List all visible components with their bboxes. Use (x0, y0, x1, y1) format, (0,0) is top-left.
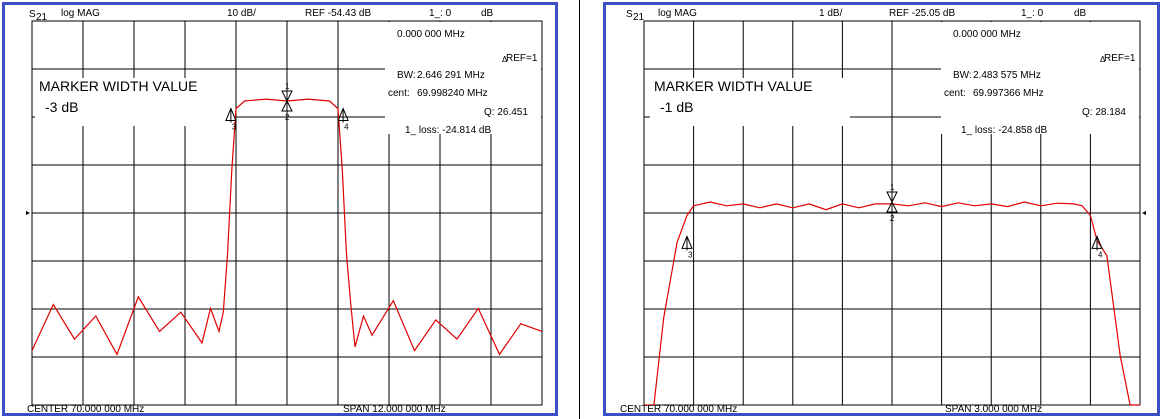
readout-cent-label: cent: (944, 88, 966, 99)
header-ref: REF -25.05 dB (889, 8, 955, 19)
readout-bw-value: 2.483 575 MHz (973, 70, 1041, 81)
chart-title: MARKER WIDTH VALUE (39, 78, 197, 94)
marker-1-symbol (281, 90, 293, 103)
readout-cent-label: cent: (388, 88, 410, 99)
trace-line (644, 201, 1140, 406)
readout-block (385, 22, 541, 134)
readout-q: Q: 28.184 (1082, 107, 1126, 118)
header-param-sub: 21 (36, 12, 48, 23)
readout-frequency: 0.000 000 MHz (953, 29, 1021, 40)
readout-bw-label: BW: (397, 70, 416, 81)
readout-ref: REF=1 (1104, 53, 1136, 64)
marker-2-label: 2 (285, 113, 290, 122)
title-block (650, 78, 850, 126)
header-param: S (626, 9, 633, 20)
header-ref: REF -54.43 dB (305, 8, 371, 19)
readout-ref: REF=1 (506, 53, 538, 64)
marker-3-label: 3 (232, 123, 237, 132)
reference-level-arrow (26, 211, 30, 215)
delta-symbol: Δ (502, 55, 508, 64)
readout-loss: 1_ loss: -24.814 dB (405, 125, 491, 136)
footer-span: SPAN 12.000 000 MHz (343, 404, 446, 415)
marker-1-label: 1 (285, 82, 290, 91)
header-unit: dB (481, 8, 494, 19)
delta-symbol: Δ (1100, 55, 1106, 64)
readout-bw-value: 2.646 291 MHz (417, 70, 485, 81)
marker-4-label: 4 (1098, 250, 1103, 259)
header-scale: 10 dB/ (227, 8, 256, 19)
chart-subtitle: -3 dB (45, 99, 78, 115)
chart-subtitle: -1 dB (660, 99, 693, 115)
marker-1-symbol (886, 191, 898, 204)
title-block (35, 78, 235, 126)
readout-bw-label: BW: (953, 70, 972, 81)
readout-q: Q: 26.451 (484, 107, 528, 118)
readout-frequency: 0.000 000 MHz (397, 29, 465, 40)
chart-right-svg: S 21 log MAG 1 dB/REF -25.05 dB 1_: 0 dB0.000… (620, 8, 1146, 415)
footer-center: CENTER 70.000 000 MHz (620, 404, 737, 415)
marker-4-label: 4 (344, 123, 349, 132)
readout-block (941, 22, 1139, 134)
readout-cent-value: 69.998240 MHz (417, 88, 488, 99)
marker-2-label: 2 (890, 214, 895, 223)
panel-divider (579, 0, 580, 419)
marker-1-label: 1 (890, 183, 895, 192)
chart-panel-left: S 21 log MAG 10 dB/REF -54.43 dB 1_: 0 dB 0.00… (2, 2, 558, 416)
footer-span: SPAN 3.000 000 MHz (945, 404, 1042, 415)
marker-3-label: 3 (688, 250, 693, 259)
chart-left-svg: S 21 log MAG 10 dB/REF -54.43 dB 1_: 0 dB0.00… (26, 8, 543, 415)
reference-level-arrow (1142, 211, 1146, 215)
footer-center: CENTER 70.000 000 MHz (27, 404, 144, 415)
header-param: S (29, 9, 36, 20)
marker-2-symbol (281, 99, 293, 112)
marker-2-symbol (886, 200, 898, 213)
chart-panel-right: S 21 log MAG 1 dB/REF -25.05 dB 1_: 0 dB 0.000… (603, 2, 1160, 416)
readout-cent-value: 69.997366 MHz (973, 88, 1044, 99)
header-unit: dB (1074, 8, 1087, 19)
header-format: log MAG (658, 8, 697, 19)
header-format: log MAG (61, 8, 100, 19)
header-marker: 1_: 0 (1021, 8, 1044, 19)
header-marker: 1_: 0 (429, 8, 452, 19)
chart-title: MARKER WIDTH VALUE (654, 78, 812, 94)
header-param-sub: 21 (633, 12, 645, 23)
readout-loss: 1_ loss: -24.858 dB (961, 125, 1047, 136)
header-scale: 1 dB/ (819, 8, 843, 19)
